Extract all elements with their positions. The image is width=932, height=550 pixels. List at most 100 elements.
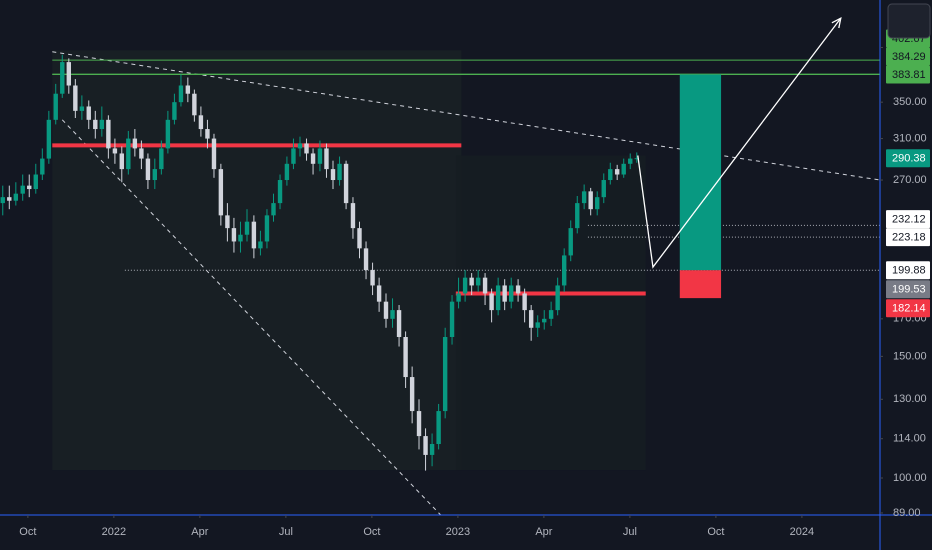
candle-body: [383, 301, 389, 319]
candle-body: [581, 191, 587, 204]
x-tick-label: Oct: [19, 526, 36, 538]
candle-body: [192, 93, 197, 116]
candle-body: [119, 153, 124, 170]
position-target: [679, 74, 722, 271]
price-tag-label: 383.81: [892, 69, 926, 81]
candle-body: [337, 163, 342, 181]
candle-body: [20, 185, 25, 194]
x-tick-label: 2023: [446, 526, 470, 538]
candle-body: [330, 169, 336, 181]
candle-body: [211, 138, 217, 170]
candle-body: [53, 93, 58, 120]
candle-body: [475, 277, 481, 286]
plot-area: [0, 17, 881, 516]
candle-body: [244, 221, 250, 235]
candle-body: [172, 102, 177, 120]
candle-body: [528, 310, 534, 328]
candle-body: [608, 169, 613, 181]
y-tick-label: 100.00: [893, 472, 927, 484]
candle-body: [277, 180, 283, 204]
candle-body: [403, 337, 408, 378]
x-tick-label: Apr: [191, 526, 208, 538]
arrow-path: [637, 17, 842, 269]
candle-body: [79, 106, 85, 111]
candle-body: [60, 62, 65, 94]
candle-body: [568, 228, 573, 256]
candle-body: [396, 310, 402, 338]
price-tag: [886, 228, 930, 247]
candle-body: [7, 197, 12, 201]
candle-body: [126, 138, 131, 170]
price-tag: [886, 47, 930, 66]
candle-body: [225, 215, 230, 229]
x-tick-label: 2024: [790, 526, 814, 538]
price-tag: [886, 149, 930, 168]
y-tick-label: 350.00: [893, 96, 927, 108]
price-tag-label: 199.88: [892, 265, 926, 277]
candle-body: [614, 169, 620, 175]
candle-body: [555, 285, 560, 311]
candle-body: [106, 119, 111, 149]
candle-body: [231, 228, 237, 242]
y-tick-label: 270.00: [893, 174, 927, 186]
corner-button[interactable]: [887, 3, 931, 39]
price-tag-label: 199.53: [892, 284, 926, 296]
x-tick-label: Apr: [535, 526, 552, 538]
price-tag-label: 232.12: [892, 214, 926, 226]
x-tick-label: Jul: [279, 526, 293, 538]
candle-body: [251, 221, 257, 249]
candle-body: [0, 197, 5, 204]
candle-body: [489, 293, 494, 311]
candle-body: [515, 285, 521, 294]
candle-body: [159, 148, 164, 170]
price-tag-label: 182.14: [892, 303, 926, 315]
candle-body: [628, 158, 633, 164]
y-tick-label: 150.00: [893, 350, 927, 362]
candle-body: [495, 285, 501, 311]
candle-body: [601, 180, 606, 198]
candle-body: [66, 62, 72, 86]
axes: Oct 2022 Apr Jul Oct 2023 Apr Jul Oct 2024 89.00 10…: [19, 29, 930, 538]
candle-body: [449, 301, 455, 338]
candle-body: [27, 185, 32, 190]
candle-body: [238, 234, 243, 242]
y-tick-label: 114.00: [893, 433, 926, 445]
x-tick-label: Oct: [707, 526, 724, 538]
candle-body: [429, 444, 435, 455]
candle-body: [310, 153, 316, 164]
candle-body: [73, 85, 78, 111]
position-stop: [679, 270, 722, 299]
x-tick-label: 2022: [102, 526, 126, 538]
candle-body: [350, 203, 356, 229]
trend-line: [61, 119, 442, 516]
candle-body: [561, 255, 567, 286]
candle-body: [139, 148, 144, 159]
candle-body: [86, 106, 91, 120]
candle-body: [535, 322, 540, 328]
candle-body: [264, 215, 270, 242]
candle-body: [13, 193, 19, 201]
trend-line: [52, 51, 881, 181]
x-tick-label: Jul: [623, 526, 637, 538]
candle-body: [621, 163, 626, 175]
candle-body: [46, 119, 52, 159]
candle-body: [152, 169, 158, 181]
x-tick-label: Oct: [363, 526, 380, 538]
candle-body: [482, 277, 488, 294]
candle-body: [99, 119, 105, 130]
candle-body: [165, 119, 171, 149]
candle-body: [324, 148, 329, 170]
candle-body: [145, 158, 151, 181]
candle-body: [357, 228, 362, 249]
price-tag: [886, 65, 930, 84]
zone: [52, 50, 462, 471]
candle-body: [575, 203, 580, 229]
candle-body: [112, 148, 118, 154]
y-tick-label: 130.00: [893, 393, 927, 405]
y-tick-label: 89.00: [893, 507, 921, 519]
candle-body: [390, 310, 395, 319]
candle-body: [370, 270, 375, 286]
arrow-head: [831, 17, 842, 29]
